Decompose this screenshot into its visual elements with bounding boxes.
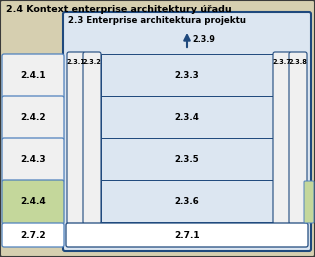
Text: 2.7.1: 2.7.1 xyxy=(174,231,200,240)
Text: 2.3.9: 2.3.9 xyxy=(192,35,215,44)
Text: 2.4.3: 2.4.3 xyxy=(20,155,46,164)
Text: 2.3.1: 2.3.1 xyxy=(66,59,85,65)
Bar xyxy=(101,180,273,222)
Text: 2.3.2: 2.3.2 xyxy=(83,59,101,65)
Text: 2.4 Kontext enterprise architektury úřadu: 2.4 Kontext enterprise architektury úřad… xyxy=(6,5,232,14)
FancyBboxPatch shape xyxy=(83,52,101,224)
FancyBboxPatch shape xyxy=(2,223,64,247)
Bar xyxy=(101,96,273,138)
Text: 2.3.7: 2.3.7 xyxy=(272,59,291,65)
Text: 2.3.4: 2.3.4 xyxy=(175,113,199,122)
Text: 2.4.2: 2.4.2 xyxy=(20,114,46,123)
FancyBboxPatch shape xyxy=(289,52,307,224)
FancyBboxPatch shape xyxy=(66,223,308,247)
FancyBboxPatch shape xyxy=(67,52,85,224)
Bar xyxy=(101,138,273,180)
FancyBboxPatch shape xyxy=(273,52,291,224)
Text: 2.4.4: 2.4.4 xyxy=(20,197,46,207)
FancyBboxPatch shape xyxy=(2,96,64,140)
FancyBboxPatch shape xyxy=(2,180,64,224)
FancyBboxPatch shape xyxy=(304,181,314,223)
Text: 2.3.5: 2.3.5 xyxy=(175,154,199,163)
Text: 2.3 Enterprise architektura projektu: 2.3 Enterprise architektura projektu xyxy=(68,16,246,25)
Text: 2.3.8: 2.3.8 xyxy=(289,59,307,65)
Bar xyxy=(101,54,273,96)
Text: 2.3.6: 2.3.6 xyxy=(175,197,199,206)
Text: 2.7.2: 2.7.2 xyxy=(20,231,46,240)
Text: 2.3.3: 2.3.3 xyxy=(175,70,199,79)
FancyBboxPatch shape xyxy=(63,12,311,251)
FancyBboxPatch shape xyxy=(2,54,64,98)
Text: 2.4.1: 2.4.1 xyxy=(20,71,46,80)
FancyBboxPatch shape xyxy=(2,138,64,182)
